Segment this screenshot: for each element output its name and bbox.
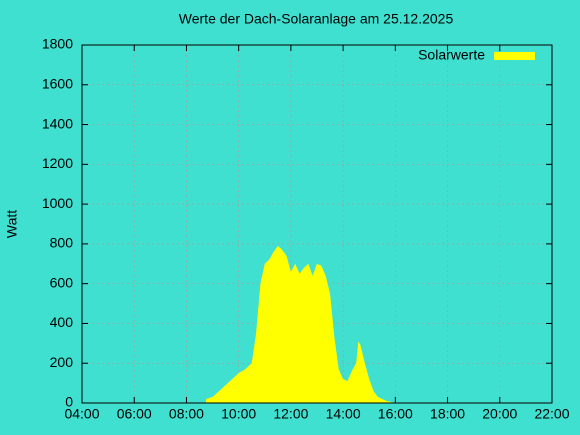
y-tick-label: 1800 (42, 36, 73, 52)
x-tick-label: 10:00 (221, 406, 256, 422)
x-tick-label: 06:00 (117, 406, 152, 422)
y-tick-label: 600 (50, 274, 74, 290)
y-tick-label: 200 (50, 354, 74, 370)
y-tick-label: 400 (50, 314, 74, 330)
x-tick-label: 16:00 (378, 406, 413, 422)
x-tick-label: 04:00 (64, 406, 99, 422)
y-tick-label: 1200 (42, 155, 73, 171)
plot-frame (81, 44, 553, 404)
y-tick-label: 800 (50, 235, 74, 251)
legend-swatch (494, 52, 535, 60)
y-tick-label: 1000 (42, 195, 73, 211)
chart-title: Werte der Dach-Solaranlage am 25.12.2025 (179, 11, 454, 27)
x-tick-label: 20:00 (482, 406, 517, 422)
legend-label: Solarwerte (418, 47, 485, 63)
y-axis-label: Watt (4, 210, 20, 238)
y-tick-label: 1400 (42, 115, 73, 131)
x-tick-label: 18:00 (430, 406, 465, 422)
x-tick-label: 14:00 (326, 406, 361, 422)
x-tick-label: 12:00 (273, 406, 308, 422)
area (206, 245, 396, 403)
x-tick-label: 22:00 (534, 406, 569, 422)
y-tick-label: 0 (65, 394, 73, 410)
x-tick-label: 08:00 (169, 406, 204, 422)
y-tick-label: 1600 (42, 75, 73, 91)
